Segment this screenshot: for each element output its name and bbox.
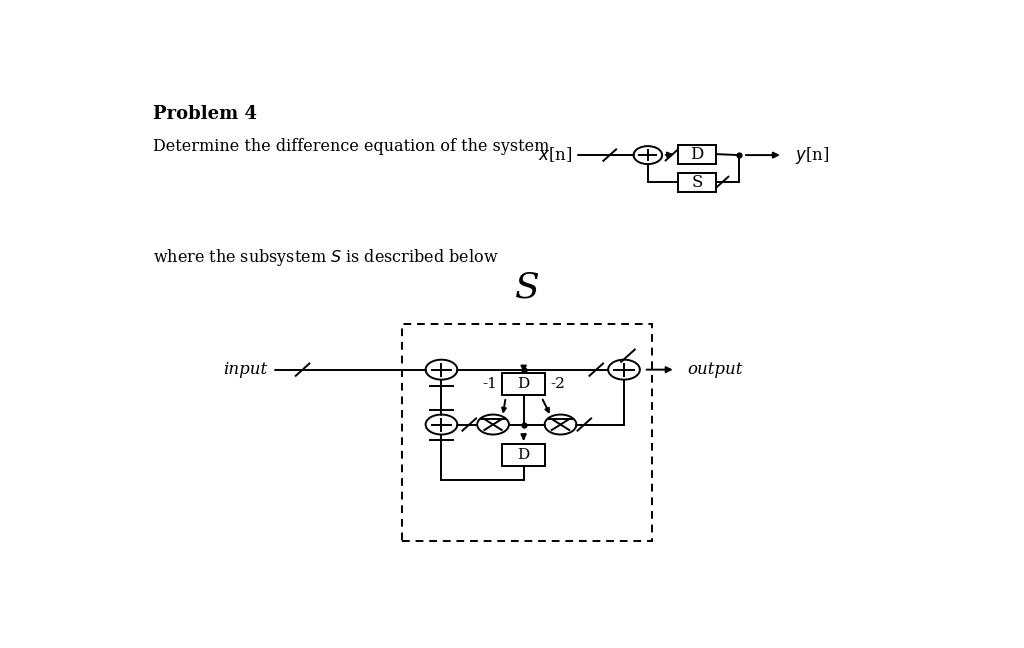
Bar xyxy=(678,145,716,163)
Text: -2: -2 xyxy=(550,377,565,391)
Text: where the subsystem $S$ is described below: where the subsystem $S$ is described bel… xyxy=(154,248,499,268)
Text: Problem 4: Problem 4 xyxy=(154,105,257,123)
Text: D: D xyxy=(517,377,529,391)
Text: output: output xyxy=(687,361,742,378)
Bar xyxy=(401,324,651,541)
Text: S: S xyxy=(691,174,702,191)
Text: D: D xyxy=(517,448,529,462)
Text: Determine the difference equation of the system: Determine the difference equation of the… xyxy=(154,137,550,155)
Text: $\mathit{y}$[n]: $\mathit{y}$[n] xyxy=(795,145,829,166)
Text: input: input xyxy=(223,361,267,378)
Bar xyxy=(502,445,546,466)
Text: -1: -1 xyxy=(482,377,497,391)
Bar xyxy=(502,373,546,395)
Text: $\mathit{x}$[n]: $\mathit{x}$[n] xyxy=(538,146,572,165)
Bar xyxy=(678,172,716,192)
Text: S: S xyxy=(515,271,540,305)
Text: D: D xyxy=(690,146,703,163)
